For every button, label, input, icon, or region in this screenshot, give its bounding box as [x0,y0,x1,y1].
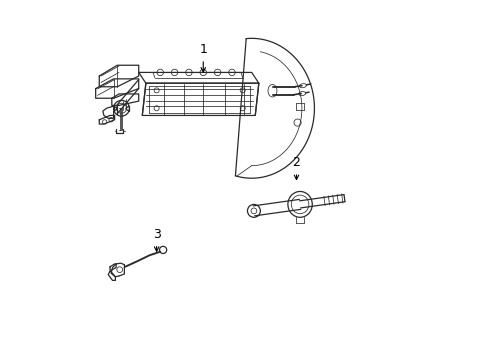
Text: 3: 3 [152,228,160,251]
Text: 1: 1 [199,43,207,72]
Text: 2: 2 [292,156,300,180]
